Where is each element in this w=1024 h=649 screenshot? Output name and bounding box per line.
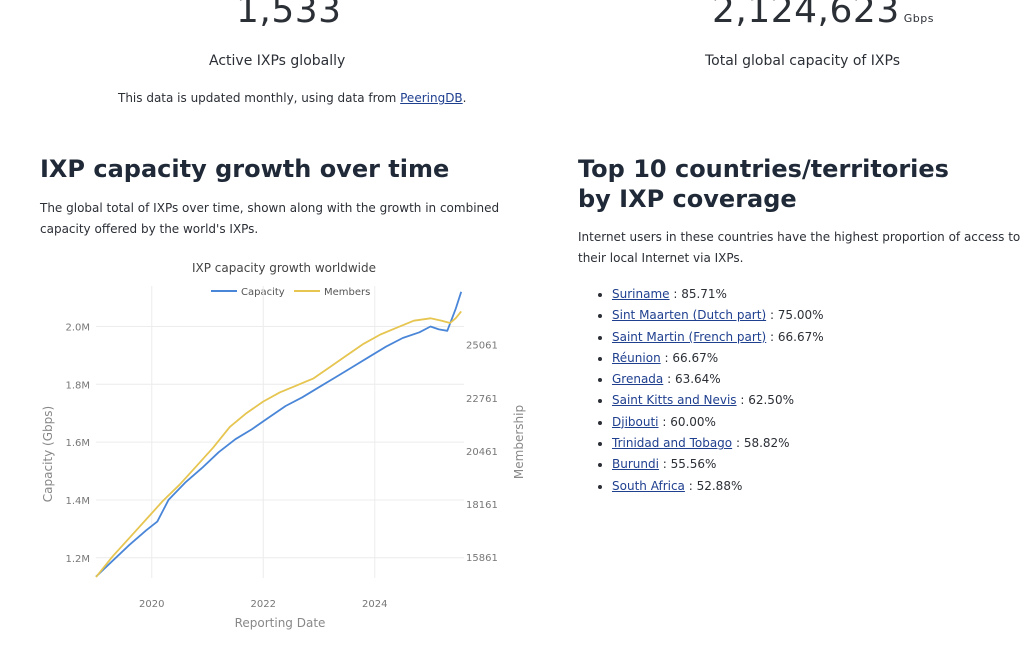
y2-axis-title: Membership bbox=[512, 405, 526, 479]
y-tick-label: 1.6M bbox=[65, 438, 90, 449]
y-tick-label: 1.2M bbox=[65, 554, 90, 565]
data-update-note: This data is updated monthly, using data… bbox=[118, 91, 467, 105]
country-link[interactable]: Sint Maarten (Dutch part) bbox=[612, 308, 767, 323]
capacity-unit: Gbps bbox=[903, 12, 934, 25]
y-axis-ticks: 1.2M 1.4M 1.6M 1.8M 2.0M bbox=[65, 322, 90, 564]
country-value: 58.82% bbox=[743, 436, 790, 451]
country-item: Trinidad and Tobago : 58.82% bbox=[612, 433, 824, 454]
country-separator: : bbox=[732, 436, 744, 451]
country-item: Saint Martin (French part) : 66.67% bbox=[612, 327, 824, 348]
country-separator: : bbox=[658, 414, 671, 429]
country-link[interactable]: Saint Kitts and Nevis bbox=[612, 393, 737, 408]
country-separator: : bbox=[663, 372, 675, 387]
y2-tick-label: 18161 bbox=[466, 500, 498, 511]
y-tick-label: 1.4M bbox=[65, 496, 90, 507]
chart-gridlines bbox=[96, 286, 464, 578]
country-item: Saint Kitts and Nevis : 62.50% bbox=[612, 390, 824, 411]
country-link[interactable]: Grenada bbox=[612, 372, 664, 387]
y2-tick-label: 25061 bbox=[466, 341, 498, 352]
country-link[interactable]: Burundi bbox=[612, 457, 659, 472]
country-separator: : bbox=[684, 478, 697, 493]
x-axis-ticks: 2020 2022 2024 bbox=[139, 599, 387, 610]
country-item: South Africa : 52.88% bbox=[612, 476, 824, 497]
active-ixps-label: Active IXPs globally bbox=[209, 53, 346, 69]
country-link[interactable]: Trinidad and Tobago bbox=[612, 436, 733, 451]
country-link[interactable]: Djibouti bbox=[612, 414, 659, 429]
y2-tick-label: 20461 bbox=[466, 447, 498, 458]
total-capacity-label: Total global capacity of IXPs bbox=[705, 53, 901, 69]
top10-country-list: Suriname : 85.71%Sint Maarten (Dutch par… bbox=[596, 284, 824, 497]
chart-title: IXP capacity growth worldwide bbox=[192, 261, 376, 275]
country-separator: : bbox=[766, 329, 778, 344]
country-value: 52.88% bbox=[696, 478, 743, 493]
y-tick-label: 2.0M bbox=[65, 322, 90, 333]
country-separator: : bbox=[658, 457, 671, 472]
growth-description: The global total of IXPs over time, show… bbox=[40, 201, 500, 236]
growth-heading: IXP capacity growth over time bbox=[40, 155, 450, 183]
country-separator: : bbox=[736, 393, 749, 408]
total-capacity-count: 2,124,623 Gbps bbox=[712, 0, 934, 31]
capacity-series-line bbox=[95, 291, 463, 578]
country-link[interactable]: Suriname bbox=[612, 287, 670, 301]
legend-members-label[interactable]: Members bbox=[324, 287, 370, 298]
country-value: 60.00% bbox=[670, 414, 716, 429]
country-separator: : bbox=[660, 350, 673, 365]
country-item: Réunion : 66.67% bbox=[612, 348, 824, 369]
x-tick-label: 2024 bbox=[362, 599, 387, 610]
x-tick-label: 2022 bbox=[251, 599, 276, 610]
country-value: 66.67% bbox=[672, 350, 719, 365]
country-separator: : bbox=[766, 308, 778, 323]
top10-description: Internet users in these countries have t… bbox=[578, 230, 1021, 265]
country-value: 66.67% bbox=[777, 329, 824, 344]
members-series-line bbox=[95, 310, 462, 578]
country-value: 85.71% bbox=[681, 287, 727, 301]
y-axis-title: Capacity (Gbps) bbox=[41, 406, 55, 502]
y2-tick-label: 22761 bbox=[466, 394, 498, 405]
country-link[interactable]: Saint Martin (French part) bbox=[612, 329, 767, 344]
active-ixps-count: 1,533 bbox=[236, 0, 342, 31]
country-value: 75.00% bbox=[777, 308, 824, 323]
y-tick-label: 1.8M bbox=[65, 380, 90, 391]
country-value: 63.64% bbox=[674, 372, 721, 387]
country-item: Sint Maarten (Dutch part) : 75.00% bbox=[612, 305, 824, 326]
country-value: 62.50% bbox=[748, 393, 794, 408]
y2-tick-label: 15861 bbox=[466, 553, 498, 564]
x-axis-title: Reporting Date bbox=[235, 616, 326, 630]
country-separator: : bbox=[669, 287, 682, 301]
country-link[interactable]: Réunion bbox=[612, 350, 661, 365]
country-item: Burundi : 55.56% bbox=[612, 454, 824, 475]
chart-legend[interactable]: Capacity Members bbox=[211, 287, 370, 298]
x-tick-label: 2020 bbox=[139, 599, 164, 610]
country-item: Grenada : 63.64% bbox=[612, 369, 824, 390]
country-link[interactable]: South Africa bbox=[612, 478, 685, 493]
country-item: Djibouti : 60.00% bbox=[612, 412, 824, 433]
y2-axis-ticks: 15861 18161 20461 22761 25061 bbox=[466, 341, 498, 565]
peeringdb-link[interactable]: PeeringDB bbox=[400, 91, 463, 105]
country-value: 55.56% bbox=[670, 457, 717, 472]
top10-heading: Top 10 countries/territories by IXP cover… bbox=[578, 155, 949, 213]
country-item: Suriname : 85.71% bbox=[612, 284, 824, 305]
chart-series bbox=[95, 291, 463, 578]
capacity-growth-chart: IXP capacity growth worldwide Capacity M… bbox=[41, 261, 526, 630]
